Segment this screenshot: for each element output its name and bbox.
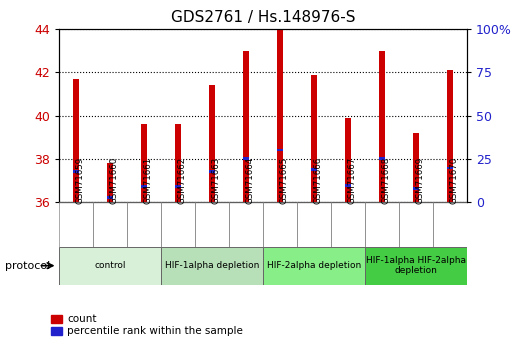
Text: GSM71669: GSM71669 bbox=[416, 157, 425, 204]
Bar bbox=[209, 170, 215, 173]
Bar bbox=[277, 149, 283, 151]
Bar bbox=[311, 75, 317, 202]
Bar bbox=[413, 187, 419, 190]
Bar bbox=[127, 202, 161, 247]
Text: GSM71659: GSM71659 bbox=[76, 157, 85, 204]
Bar bbox=[365, 202, 399, 247]
Bar bbox=[195, 202, 229, 247]
Bar bbox=[243, 157, 249, 160]
Bar bbox=[59, 247, 161, 285]
Legend: count, percentile rank within the sample: count, percentile rank within the sample bbox=[51, 314, 243, 336]
Text: protocol: protocol bbox=[5, 261, 50, 270]
Bar bbox=[379, 51, 385, 202]
Bar bbox=[263, 247, 365, 285]
Bar bbox=[175, 185, 181, 188]
Bar bbox=[379, 157, 385, 160]
Text: GSM71666: GSM71666 bbox=[314, 157, 323, 204]
Text: GSM71662: GSM71662 bbox=[178, 157, 187, 204]
Text: GSM71661: GSM71661 bbox=[144, 157, 153, 204]
Bar bbox=[263, 202, 297, 247]
Bar bbox=[447, 70, 453, 202]
Bar bbox=[107, 163, 113, 202]
Bar bbox=[161, 202, 195, 247]
Text: GSM71668: GSM71668 bbox=[382, 157, 391, 204]
Bar bbox=[141, 124, 147, 202]
Text: GSM71665: GSM71665 bbox=[280, 157, 289, 204]
Text: control: control bbox=[94, 261, 126, 270]
Text: GSM71667: GSM71667 bbox=[348, 157, 357, 204]
Text: GSM71664: GSM71664 bbox=[246, 157, 255, 204]
Text: HIF-2alpha depletion: HIF-2alpha depletion bbox=[267, 261, 361, 270]
Bar bbox=[345, 184, 351, 187]
Bar bbox=[365, 247, 467, 285]
Bar bbox=[413, 133, 419, 202]
Text: GSM71660: GSM71660 bbox=[110, 157, 119, 204]
Bar bbox=[229, 202, 263, 247]
Bar bbox=[209, 86, 215, 202]
Bar bbox=[93, 202, 127, 247]
Bar bbox=[73, 170, 79, 173]
Text: GDS2761 / Hs.148976-S: GDS2761 / Hs.148976-S bbox=[171, 10, 355, 25]
Bar bbox=[107, 196, 113, 199]
Bar bbox=[175, 124, 181, 202]
Bar bbox=[433, 202, 467, 247]
Bar bbox=[311, 168, 317, 170]
Text: HIF-1alpha HIF-2alpha
depletion: HIF-1alpha HIF-2alpha depletion bbox=[366, 256, 466, 275]
Bar bbox=[161, 247, 263, 285]
Bar bbox=[331, 202, 365, 247]
Bar bbox=[399, 202, 433, 247]
Bar bbox=[345, 118, 351, 202]
Text: GSM71663: GSM71663 bbox=[212, 157, 221, 204]
Text: HIF-1alpha depletion: HIF-1alpha depletion bbox=[165, 261, 259, 270]
Bar bbox=[297, 202, 331, 247]
Bar bbox=[277, 29, 283, 202]
Bar bbox=[141, 185, 147, 188]
Bar bbox=[243, 51, 249, 202]
Bar bbox=[447, 167, 453, 169]
Text: GSM71670: GSM71670 bbox=[450, 157, 459, 204]
Bar bbox=[73, 79, 79, 202]
Bar bbox=[59, 202, 93, 247]
